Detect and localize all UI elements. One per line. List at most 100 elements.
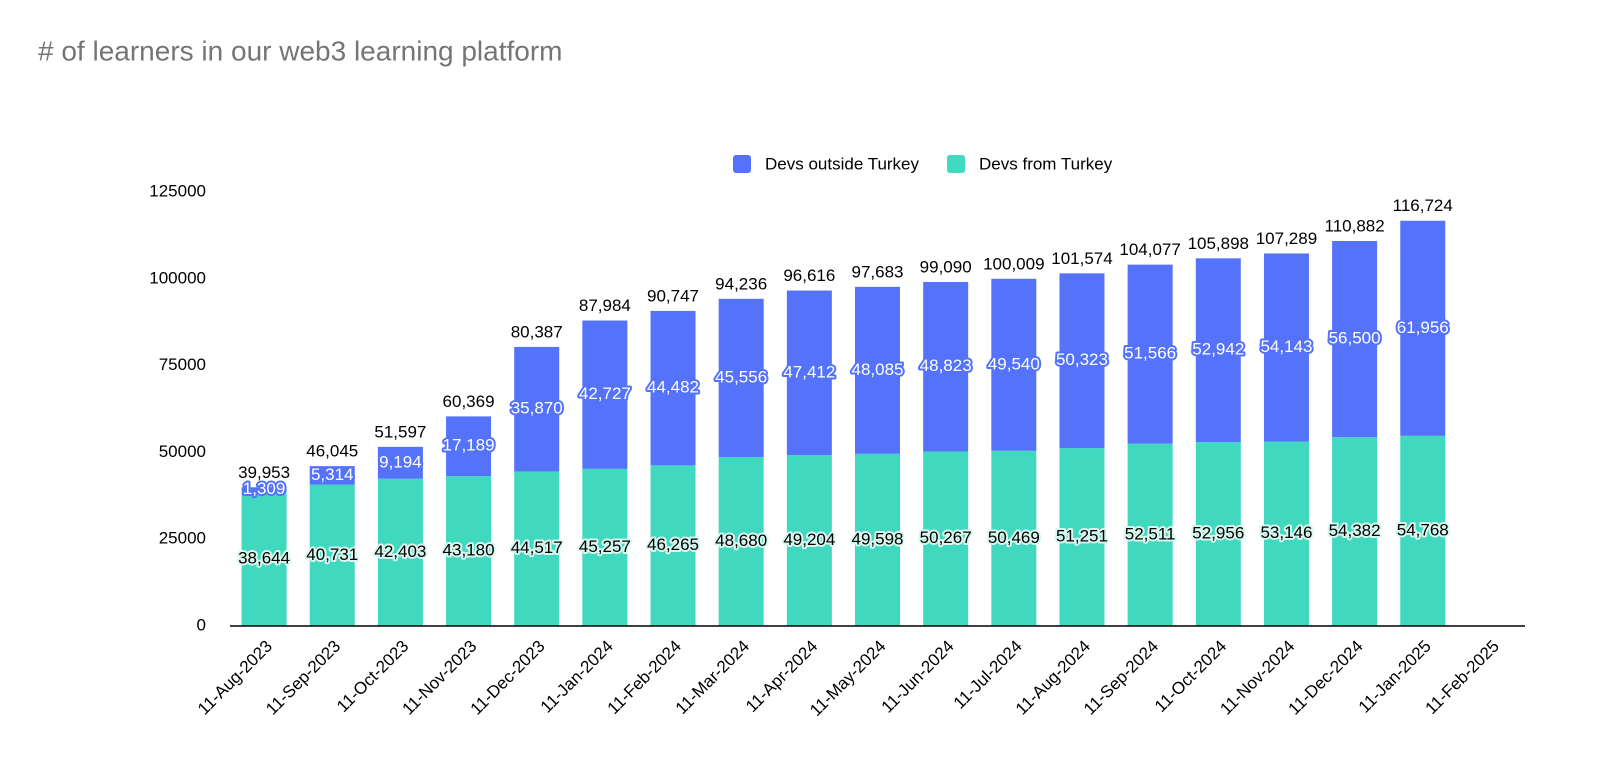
- y-tick-label: 75000: [159, 355, 206, 374]
- value-label: 47,412: [783, 362, 835, 381]
- bar-segment: [1195, 258, 1241, 443]
- total-label: 110,882: [1325, 217, 1385, 236]
- bar-segment: [650, 310, 696, 466]
- bar-segment: [377, 446, 423, 479]
- bar-segment: [855, 453, 900, 626]
- value-label: 38,644: [238, 548, 290, 567]
- total-label: 39,953: [238, 463, 290, 482]
- value-label: 40,731: [306, 545, 358, 564]
- bar-segment: [1263, 253, 1309, 442]
- y-tick-label: 25000: [159, 529, 206, 548]
- bar-segment: [514, 346, 560, 472]
- y-tick-label: 125000: [149, 181, 206, 200]
- bar-segment: [1059, 273, 1105, 449]
- bar-segment: [923, 451, 969, 626]
- bar-segment: [514, 471, 560, 626]
- bar-segment: [241, 487, 287, 492]
- bar-segment: [1332, 437, 1378, 626]
- bar-segment: [1059, 448, 1105, 626]
- value-label: 52,942: [1192, 340, 1244, 359]
- bar-segment: [718, 456, 764, 626]
- legend-label: Devs from Turkey: [979, 154, 1113, 173]
- y-tick-label: 50000: [159, 442, 206, 461]
- bar-segment: [309, 484, 355, 626]
- bar-segment: [446, 476, 492, 626]
- bar-segment: [446, 416, 492, 477]
- bar-segment: [1263, 441, 1309, 626]
- bar-segment: [241, 491, 287, 626]
- total-label: 99,090: [920, 257, 972, 276]
- value-label: 49,598: [852, 529, 904, 548]
- bar-segment: [309, 466, 355, 485]
- total-label: 105,898: [1188, 234, 1249, 253]
- value-label: 43,180: [443, 541, 495, 560]
- bar-segment: [582, 320, 628, 469]
- bar-segment: [991, 450, 1037, 626]
- value-label: 45,257: [579, 537, 631, 556]
- value-label: 54,143: [1260, 337, 1312, 356]
- value-label: 42,727: [579, 384, 631, 403]
- bar-segment: [1127, 443, 1173, 626]
- total-label: 116,724: [1393, 196, 1453, 215]
- bar-segment: [1400, 220, 1446, 436]
- bar-segment: [786, 290, 832, 456]
- value-label: 5,314: [311, 465, 354, 484]
- total-label: 96,616: [783, 266, 835, 285]
- value-label: 48,085: [852, 360, 904, 379]
- bar-segment: [1127, 264, 1173, 444]
- value-label: 49,204: [783, 530, 835, 549]
- total-label: 90,747: [647, 286, 699, 305]
- value-label: 54,382: [1329, 521, 1381, 540]
- value-label: 56,500: [1329, 329, 1381, 348]
- value-label: 17,189: [443, 436, 495, 455]
- bar-segment: [1195, 442, 1241, 626]
- value-label: 53,146: [1260, 523, 1312, 542]
- value-label: 48,823: [920, 356, 972, 375]
- bar-segment: [923, 281, 969, 452]
- total-label: 51,597: [374, 422, 426, 441]
- value-label: 35,870: [511, 399, 563, 418]
- value-label: 45,556: [715, 367, 767, 386]
- total-label: 94,236: [715, 274, 767, 293]
- bar-segment: [650, 465, 696, 626]
- value-label: 50,267: [920, 528, 972, 547]
- bar-segment: [855, 286, 900, 454]
- value-label: 44,482: [647, 378, 699, 397]
- total-label: 107,289: [1256, 229, 1317, 248]
- value-label: 52,956: [1192, 524, 1244, 543]
- y-tick-label: 100000: [149, 268, 206, 287]
- value-label: 51,566: [1124, 344, 1176, 363]
- bar-segment: [377, 478, 423, 626]
- legend-swatch: [733, 155, 751, 173]
- value-label: 50,323: [1056, 350, 1108, 369]
- value-label: 52,511: [1125, 524, 1176, 543]
- value-label: 1,309: [243, 479, 286, 498]
- bar-segment: [991, 278, 1037, 451]
- total-label: 80,387: [511, 322, 563, 341]
- value-label: 61,956: [1397, 318, 1449, 337]
- bar-segment: [1332, 241, 1378, 438]
- legend-swatch: [947, 155, 966, 173]
- value-label: 48,680: [715, 531, 767, 550]
- total-label: 46,045: [306, 442, 358, 461]
- value-label: 49,540: [988, 354, 1040, 373]
- total-label: 104,077: [1119, 240, 1180, 259]
- value-label: 54,768: [1397, 520, 1449, 539]
- value-label: 50,469: [988, 528, 1040, 547]
- value-label: 9,194: [379, 452, 422, 471]
- bar-segment: [582, 468, 628, 626]
- value-label: 42,403: [374, 542, 426, 561]
- bar-segment: [1400, 435, 1446, 626]
- value-label: 46,265: [647, 535, 699, 554]
- value-label: 44,517: [511, 538, 563, 557]
- y-tick-label: 0: [197, 615, 206, 634]
- total-label: 100,009: [983, 254, 1044, 273]
- total-label: 101,574: [1051, 249, 1112, 268]
- total-label: 97,683: [852, 262, 904, 281]
- total-label: 60,369: [443, 392, 495, 411]
- bar-segment: [786, 455, 832, 626]
- value-label: 51,251: [1056, 527, 1108, 546]
- bar-segment: [718, 298, 764, 457]
- chart-title: # of learners in our web3 learning platf…: [38, 35, 563, 66]
